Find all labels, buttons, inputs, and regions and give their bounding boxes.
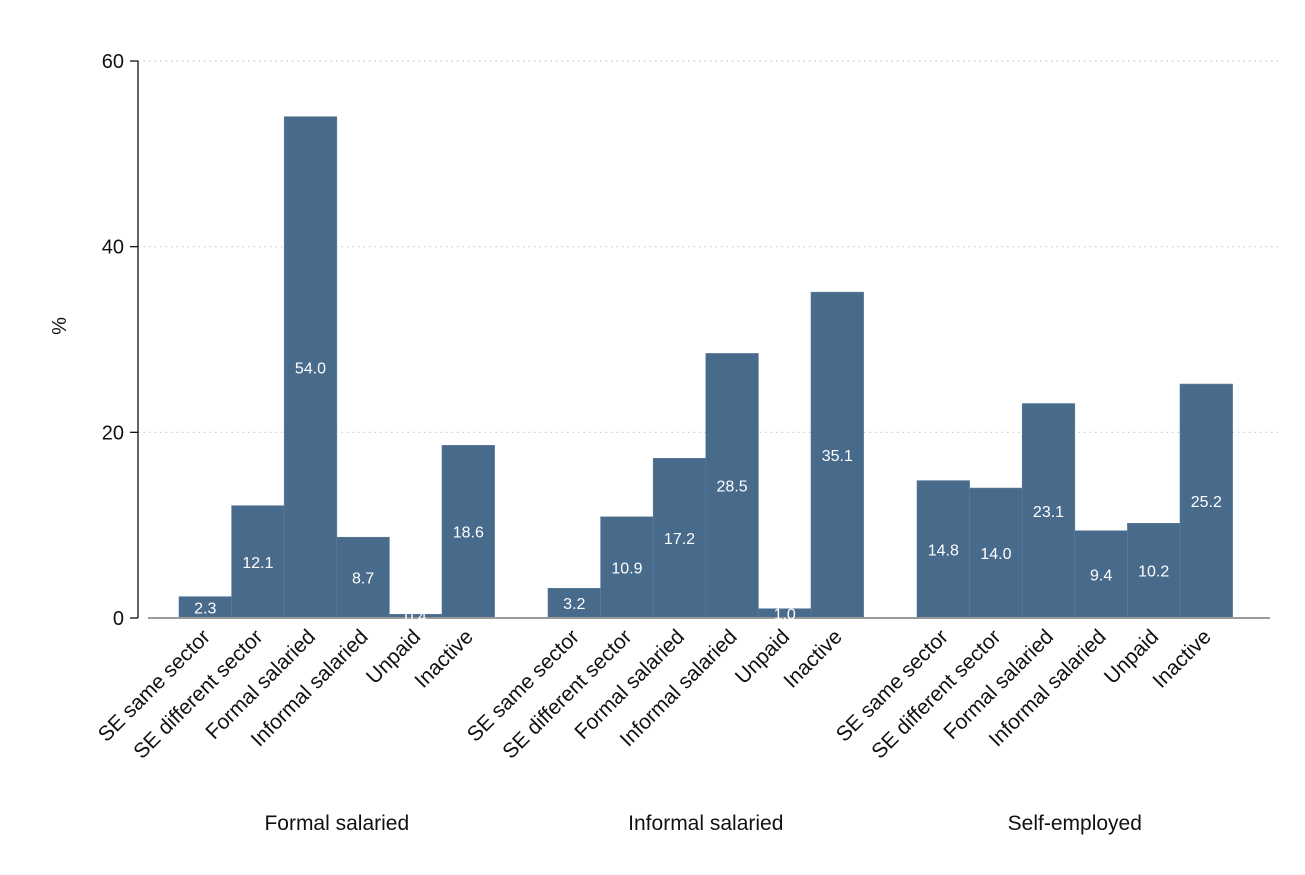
y-tick-label: 40 — [102, 237, 124, 259]
bar — [705, 353, 759, 619]
group-label: Self-employed — [1008, 812, 1142, 835]
bar-value-label: 2.3 — [194, 600, 216, 617]
bar-value-label: 1.0 — [774, 606, 796, 623]
bar-value-label: 18.6 — [453, 525, 484, 542]
bar — [1074, 530, 1128, 619]
bar-value-label: 8.7 — [352, 571, 374, 588]
bar — [652, 458, 707, 619]
y-tick-label: 60 — [102, 51, 124, 73]
y-tick-label: 20 — [102, 422, 124, 444]
group-label: Formal salaried — [264, 812, 409, 835]
bar — [283, 116, 338, 619]
bar — [810, 291, 864, 619]
bar-value-label: 14.0 — [980, 546, 1011, 563]
y-axis-title: % — [49, 317, 71, 335]
bar-value-label: 28.5 — [717, 479, 748, 496]
bar-value-label: 10.9 — [611, 560, 642, 577]
bar-value-label: 35.1 — [822, 448, 853, 465]
bar — [1127, 523, 1181, 619]
bars — [178, 116, 1233, 619]
bar-value-label: 9.4 — [1090, 567, 1112, 584]
bar — [336, 536, 390, 619]
bar-value-label: 3.2 — [563, 596, 585, 613]
bar-value-label: 25.2 — [1191, 494, 1222, 511]
bar — [231, 505, 285, 619]
bar-value-label: 54.0 — [295, 360, 326, 377]
bar — [1021, 403, 1076, 619]
bar-value-label: 14.8 — [928, 542, 959, 559]
bar-value-label: 23.1 — [1033, 504, 1064, 521]
bar-value-label: 10.2 — [1138, 564, 1169, 581]
bar — [969, 487, 1023, 619]
axes — [130, 60, 1270, 619]
x-category-label: Inactive — [410, 625, 477, 692]
bar-value-label: 17.2 — [664, 531, 695, 548]
group-label: Informal salaried — [628, 812, 783, 835]
bar — [916, 480, 970, 619]
x-category-label: Inactive — [1148, 625, 1215, 692]
bar-value-label: 0.4 — [405, 609, 427, 626]
x-category-label: Inactive — [779, 625, 846, 692]
bar-value-label: 12.1 — [242, 555, 273, 572]
bar — [1179, 383, 1233, 619]
y-tick-label: 0 — [113, 608, 124, 630]
